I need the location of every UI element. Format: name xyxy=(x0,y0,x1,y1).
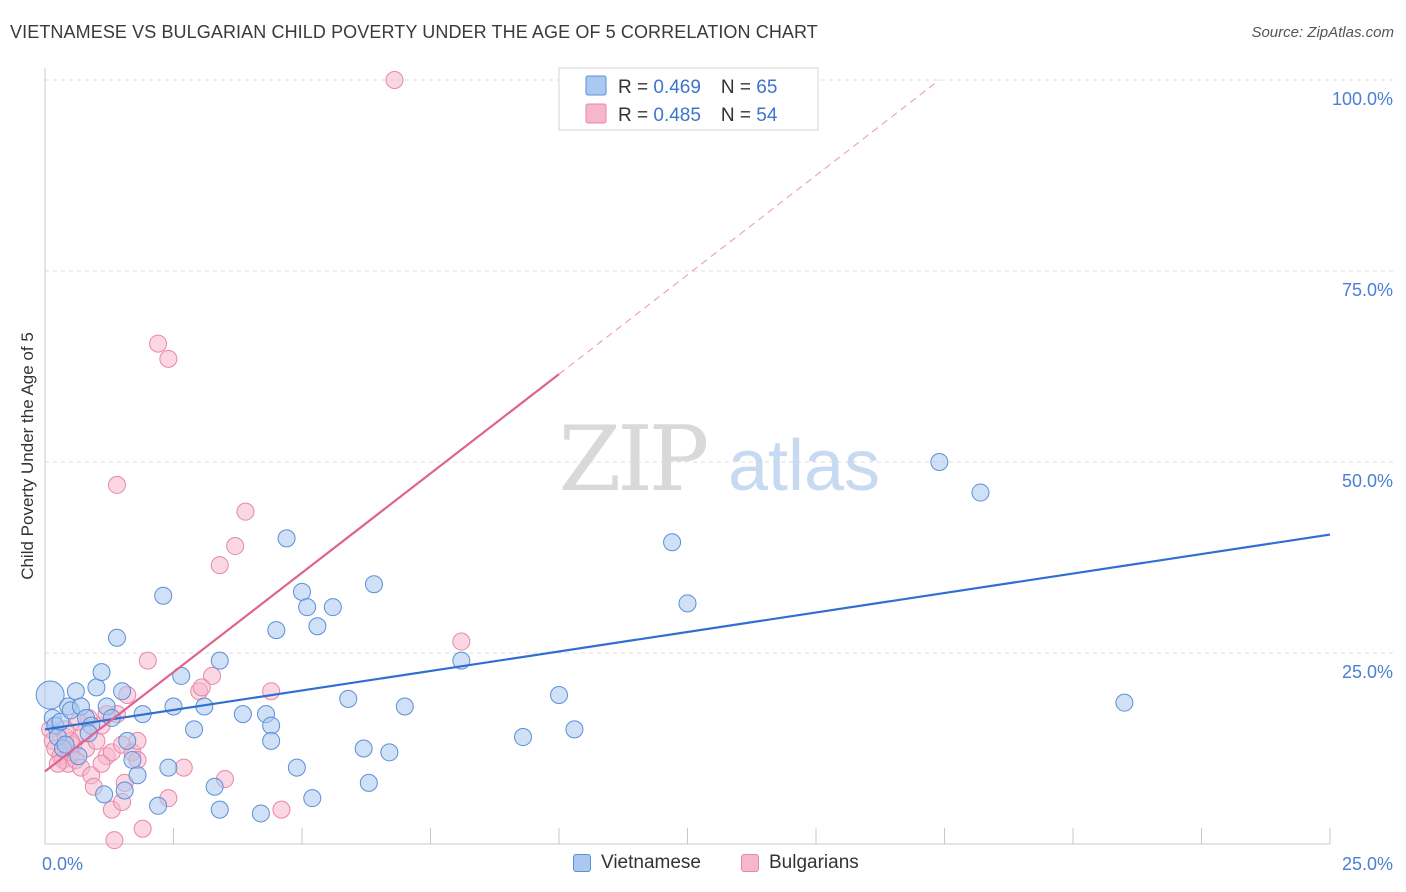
vietnamese-point xyxy=(287,758,306,777)
vietnamese-point xyxy=(303,789,322,808)
vietnamese-point xyxy=(251,804,270,823)
y-tick-label: 50.0% xyxy=(1342,471,1393,491)
vietnamese-point xyxy=(35,680,65,710)
watermark-atlas: atlas xyxy=(728,426,880,506)
y-tick-label: 100.0% xyxy=(1332,89,1393,109)
bulgarians-point xyxy=(159,349,178,368)
vietnamese-point xyxy=(262,731,281,750)
bulgarians-point xyxy=(226,537,245,556)
grid-lines xyxy=(45,79,1393,654)
vietnamese-point xyxy=(118,731,137,750)
vietnamese-point xyxy=(233,705,252,724)
vietnamese-point xyxy=(210,800,229,819)
bulgarians-point xyxy=(107,475,126,494)
vietnamese-point xyxy=(277,529,296,548)
vietnamese-point xyxy=(185,720,204,739)
bulgarians-point xyxy=(452,632,471,651)
vietnamese-point xyxy=(565,720,584,739)
vietnamese-point xyxy=(339,689,358,708)
bulgarians-point xyxy=(262,682,281,701)
bulgarians-swatch xyxy=(741,854,759,872)
vietnamese-point xyxy=(123,750,142,769)
vietnamese-point xyxy=(69,747,88,766)
tick-labels: 100.0% 75.0% 50.0% 25.0% 0.0% 25.0% xyxy=(42,89,1393,874)
y-axis-title: Child Poverty Under the Age of 5 xyxy=(18,332,37,580)
vietnamese-label: Vietnamese xyxy=(601,852,701,873)
bulgarians-point xyxy=(192,678,211,697)
vietnamese-point xyxy=(95,785,114,804)
vietnamese-point xyxy=(267,621,286,640)
x-tick-label: 25.0% xyxy=(1342,854,1393,874)
vietnamese-point xyxy=(1115,693,1134,712)
vietnamese-point xyxy=(56,735,75,754)
vietnamese-point xyxy=(678,594,697,613)
watermark: ZIP atlas xyxy=(559,407,880,512)
vietnamese-point xyxy=(87,678,106,697)
vietnamese-point xyxy=(164,697,183,716)
watermark-zip: ZIP xyxy=(559,407,707,512)
vietnamese-point xyxy=(205,777,224,796)
vietnamese-point xyxy=(149,796,168,815)
bulgarians-point xyxy=(210,556,229,575)
vietnamese-point xyxy=(380,743,399,762)
bulgarians-points xyxy=(41,71,471,850)
vietnamese-point xyxy=(293,582,311,601)
legend-row-2: R = 0.485 N = 54 xyxy=(618,105,778,126)
legend-swatch-bulgarians xyxy=(585,103,607,124)
bulgarians-point xyxy=(138,651,157,670)
vietnamese-point xyxy=(298,598,317,617)
vietnamese-point xyxy=(364,575,383,594)
bulgarians-point xyxy=(92,754,111,773)
bottom-legend-vietnamese: Vietnamese xyxy=(573,852,701,874)
vietnamese-point xyxy=(395,697,414,716)
vietnamese-point xyxy=(107,628,126,647)
vietnamese-points xyxy=(35,453,1134,823)
vietnamese-trendline xyxy=(44,533,1331,731)
bulgarians-point xyxy=(133,819,152,838)
vietnamese-point xyxy=(550,686,568,705)
chart-title: VIETNAMESE VS BULGARIAN CHILD POVERTY UN… xyxy=(10,22,818,42)
vietnamese-point xyxy=(514,728,533,747)
bulgarians-point xyxy=(203,666,222,685)
bulgarians-label: Bulgarians xyxy=(769,852,859,873)
vietnamese-point xyxy=(154,586,173,605)
bulgarians-point xyxy=(105,831,124,850)
bottom-legend-bulgarians: Bulgarians xyxy=(741,852,859,874)
trend-lines xyxy=(44,79,1331,773)
vietnamese-point xyxy=(66,682,85,701)
y-tick-label: 25.0% xyxy=(1342,662,1393,682)
vietnamese-point xyxy=(79,724,98,743)
vietnamese-point xyxy=(92,663,111,682)
source-label: Source: ZipAtlas.com xyxy=(1251,24,1394,41)
vietnamese-point xyxy=(115,781,134,800)
vietnamese-point xyxy=(323,598,342,617)
bulgarians-point xyxy=(385,71,404,89)
legend: R = 0.469 N = 65 R = 0.485 N = 54 xyxy=(558,67,819,131)
vietnamese-point xyxy=(128,766,147,785)
y-tick-label: 75.0% xyxy=(1342,280,1393,300)
legend-row-1: R = 0.469 N = 65 xyxy=(618,77,777,98)
bulgarians-point xyxy=(236,502,255,521)
bulgarians-point xyxy=(149,334,168,353)
vietnamese-point xyxy=(971,483,990,502)
vietnamese-point xyxy=(210,651,229,670)
vietnamese-swatch xyxy=(573,854,591,872)
vietnamese-point xyxy=(930,453,949,471)
bulgarians-point xyxy=(272,800,291,819)
vietnamese-point xyxy=(308,617,327,636)
vietnamese-point xyxy=(354,739,373,758)
legend-swatch-vietnamese xyxy=(585,75,607,96)
vietnamese-point xyxy=(262,716,281,735)
vietnamese-point xyxy=(663,533,682,552)
bulgarians-trendline xyxy=(44,373,560,773)
vietnamese-point xyxy=(113,682,132,701)
x-tick-label: 0.0% xyxy=(42,854,83,874)
bulgarians-point xyxy=(174,758,193,777)
bulgarians-trendline-extension xyxy=(558,79,940,375)
vietnamese-point xyxy=(159,758,178,777)
vietnamese-point xyxy=(359,773,378,792)
